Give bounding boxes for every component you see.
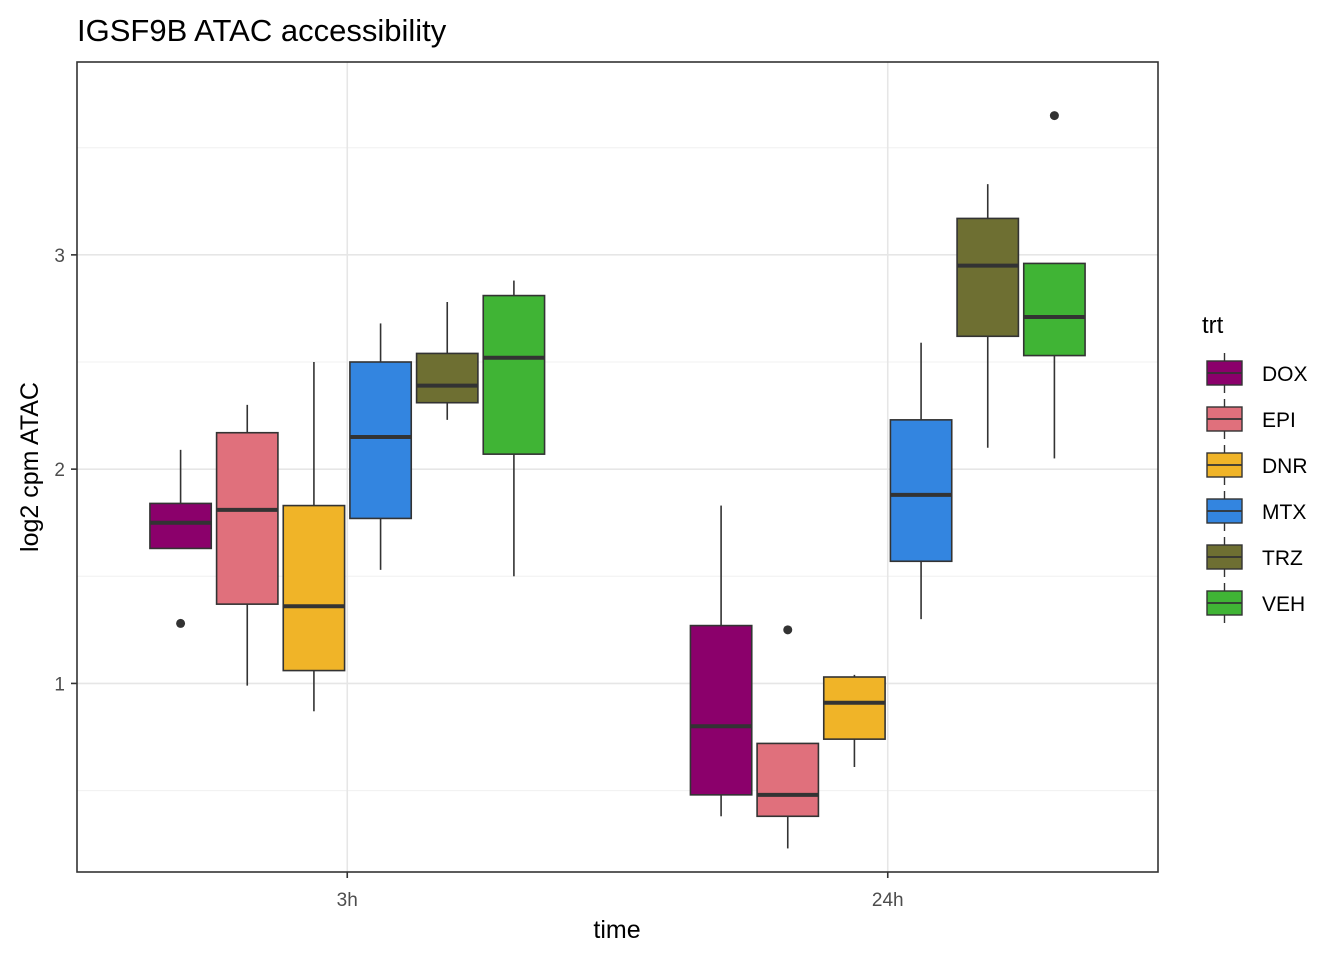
box-veh-24h	[1022, 111, 1086, 459]
box-mtx-24h	[889, 342, 953, 620]
outlier-point	[176, 618, 186, 628]
box-iqr	[349, 361, 413, 520]
outlier-point	[783, 625, 793, 635]
box-iqr	[689, 624, 753, 796]
legend-label: DNR	[1262, 455, 1308, 478]
box-iqr	[282, 504, 346, 672]
box-iqr	[215, 431, 279, 605]
box-veh-3h	[482, 280, 546, 577]
box-iqr	[889, 419, 953, 563]
legend-label: EPI	[1262, 409, 1296, 432]
box-dox-24h	[689, 505, 753, 817]
x-axis-title: time	[593, 916, 640, 944]
box-iqr	[149, 502, 213, 550]
legend-label: DOX	[1262, 363, 1308, 386]
box-dnr-3h	[282, 362, 346, 712]
box-iqr	[482, 294, 546, 455]
box-dnr-24h	[822, 674, 886, 767]
y-axis: 1 2 3	[54, 246, 77, 695]
outlier-point	[1049, 111, 1059, 121]
y-tick-label: 3	[54, 246, 65, 267]
box-layer	[149, 111, 1086, 849]
x-tick-label: 24h	[872, 890, 904, 911]
y-tick-label: 2	[54, 460, 65, 481]
legend-item-trz: TRZ	[1206, 537, 1303, 577]
panel-border	[76, 61, 1159, 873]
legend-item-dox: DOX	[1206, 353, 1308, 393]
y-tick-label: 1	[54, 674, 65, 695]
box-epi-3h	[215, 404, 279, 686]
legend-label: MTX	[1262, 501, 1306, 524]
legend-label: TRZ	[1262, 547, 1303, 570]
box-trz-24h	[956, 184, 1020, 448]
x-tick-label: 3h	[337, 890, 358, 911]
legend-item-mtx: MTX	[1206, 491, 1306, 531]
x-axis: 3h 24h	[337, 872, 904, 911]
legend-item-dnr: DNR	[1206, 445, 1308, 485]
y-axis-title: log2 cpm ATAC	[16, 382, 44, 552]
box-mtx-3h	[349, 323, 413, 570]
box-iqr	[756, 742, 820, 818]
box-iqr	[822, 676, 886, 740]
box-iqr	[415, 352, 479, 404]
legend-label: VEH	[1262, 593, 1305, 616]
legend-item-epi: EPI	[1206, 399, 1296, 439]
box-dox-3h	[149, 449, 213, 628]
legend: trt DOX EPI DNR MTX TRZ VEH	[1202, 312, 1308, 623]
box-epi-24h	[756, 625, 820, 849]
box-trz-3h	[415, 302, 479, 420]
chart-title: IGSF9B ATAC accessibility	[77, 13, 447, 48]
legend-title: trt	[1202, 312, 1224, 339]
legend-item-veh: VEH	[1206, 583, 1305, 623]
box-iqr	[1022, 262, 1086, 357]
box-iqr	[956, 217, 1020, 338]
